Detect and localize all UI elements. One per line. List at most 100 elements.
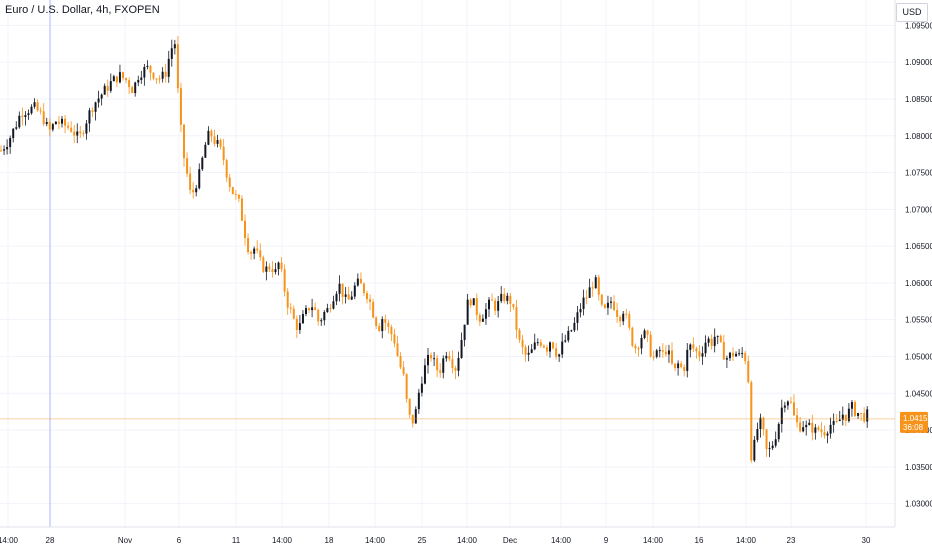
candle[interactable] xyxy=(85,119,88,140)
time-axis[interactable]: 14:00 28 Nov 6 11 14:00 18 14:00 25 14:00 Dec 14:00… xyxy=(0,526,895,545)
candle[interactable] xyxy=(24,111,27,126)
candle[interactable] xyxy=(292,305,295,320)
candle[interactable] xyxy=(207,126,210,146)
candle[interactable] xyxy=(585,289,588,305)
candle[interactable] xyxy=(70,121,73,133)
candle[interactable] xyxy=(67,121,70,130)
candle[interactable] xyxy=(228,174,231,192)
candle[interactable] xyxy=(76,123,79,144)
candle[interactable] xyxy=(384,314,387,331)
candle[interactable] xyxy=(488,296,490,318)
candle[interactable] xyxy=(625,308,628,319)
candle[interactable] xyxy=(277,261,280,276)
candle[interactable] xyxy=(30,104,33,115)
candle[interactable] xyxy=(387,319,390,334)
candle[interactable] xyxy=(454,365,457,380)
candle[interactable] xyxy=(469,298,472,308)
candle[interactable] xyxy=(283,264,286,297)
candle[interactable] xyxy=(564,334,567,343)
candle[interactable] xyxy=(857,412,860,419)
symbol-title[interactable]: Euro / U.S. Dollar, 4h, FXOPEN xyxy=(5,4,160,16)
candle[interactable] xyxy=(838,410,841,422)
candle[interactable] xyxy=(326,303,329,313)
candle[interactable] xyxy=(649,331,652,358)
candle[interactable] xyxy=(396,335,399,357)
candle[interactable] xyxy=(515,299,518,339)
candle[interactable] xyxy=(189,166,192,195)
candle[interactable] xyxy=(832,413,835,433)
candle[interactable] xyxy=(176,36,179,94)
candle[interactable] xyxy=(805,420,808,436)
candle[interactable] xyxy=(79,125,82,138)
candle[interactable] xyxy=(518,328,521,343)
candle[interactable] xyxy=(295,315,298,339)
candle[interactable] xyxy=(506,292,509,305)
candle[interactable] xyxy=(466,293,469,325)
candle[interactable] xyxy=(54,120,57,125)
candle[interactable] xyxy=(91,107,94,117)
candle[interactable] xyxy=(533,333,536,351)
candle[interactable] xyxy=(701,346,704,365)
candle[interactable] xyxy=(628,310,631,331)
candle[interactable] xyxy=(481,314,484,323)
candle[interactable] xyxy=(850,400,853,417)
candle[interactable] xyxy=(0,145,2,152)
candle[interactable] xyxy=(170,39,173,67)
candle[interactable] xyxy=(573,317,576,332)
candle[interactable] xyxy=(783,401,786,413)
candle[interactable] xyxy=(674,363,677,372)
candle[interactable] xyxy=(594,274,597,289)
candle[interactable] xyxy=(433,352,436,366)
candle[interactable] xyxy=(728,351,731,361)
candle[interactable] xyxy=(567,326,570,343)
candle[interactable] xyxy=(478,312,481,326)
candle[interactable] xyxy=(814,424,817,440)
candle[interactable] xyxy=(204,142,207,158)
candle[interactable] xyxy=(826,431,829,444)
candle[interactable] xyxy=(335,291,338,306)
candle[interactable] xyxy=(6,139,9,155)
candle[interactable] xyxy=(375,316,378,329)
candle[interactable] xyxy=(183,124,185,167)
candle[interactable] xyxy=(152,72,155,81)
candle[interactable] xyxy=(756,422,759,443)
candle[interactable] xyxy=(262,255,265,273)
candle[interactable] xyxy=(637,346,640,357)
candle[interactable] xyxy=(381,316,384,339)
candle[interactable] xyxy=(216,134,219,148)
candle[interactable] xyxy=(186,152,189,178)
candle[interactable] xyxy=(640,334,643,355)
candle[interactable] xyxy=(338,275,341,302)
candle[interactable] xyxy=(854,400,856,418)
candle[interactable] xyxy=(164,63,167,83)
candle[interactable] xyxy=(305,305,307,317)
candle[interactable] xyxy=(427,347,429,374)
candle[interactable] xyxy=(866,406,869,428)
candle[interactable] xyxy=(808,419,811,426)
candle[interactable] xyxy=(192,182,195,199)
candle[interactable] xyxy=(399,352,402,370)
candle[interactable] xyxy=(73,124,76,144)
candle[interactable] xyxy=(683,364,686,377)
candle[interactable] xyxy=(405,373,408,403)
candle[interactable] xyxy=(576,306,579,331)
candle[interactable] xyxy=(732,347,734,362)
candle[interactable] xyxy=(161,67,164,83)
candle-series[interactable] xyxy=(0,36,869,463)
candle[interactable] xyxy=(408,398,411,419)
candle[interactable] xyxy=(112,74,115,82)
candle[interactable] xyxy=(741,347,744,359)
candle[interactable] xyxy=(552,341,555,350)
candle[interactable] xyxy=(448,351,451,362)
candle[interactable] xyxy=(619,315,622,327)
candle[interactable] xyxy=(393,328,396,348)
candle[interactable] xyxy=(829,417,832,439)
candle[interactable] xyxy=(36,99,39,112)
candle[interactable] xyxy=(713,328,716,353)
candle[interactable] xyxy=(51,123,54,132)
candle[interactable] xyxy=(198,163,201,190)
candle[interactable] xyxy=(42,103,45,127)
candle[interactable] xyxy=(445,351,448,362)
candle[interactable] xyxy=(301,310,304,324)
